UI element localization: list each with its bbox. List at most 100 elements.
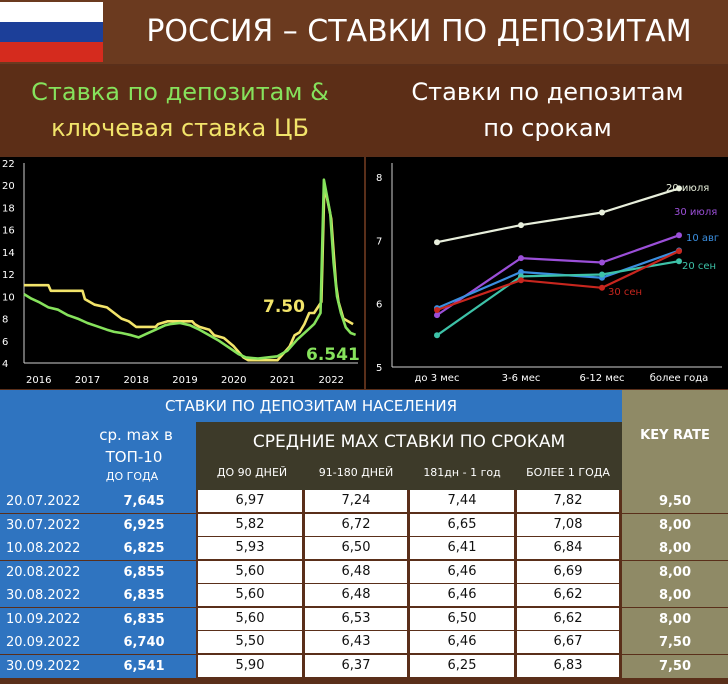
row-date: 30.07.2022 — [6, 517, 81, 533]
row-date-cell: 10.09.2022 6,835 — [0, 607, 196, 631]
key-rate-cell: 8,00 — [622, 513, 728, 537]
x-category-label: 3-6 мес — [502, 373, 541, 384]
annotation-key-rate: 7.50 — [263, 297, 305, 317]
y-tick-label: 20 — [2, 181, 15, 192]
row-date: 20.08.2022 — [6, 564, 81, 580]
series-point — [599, 259, 605, 266]
row-date-cell: 30.09.2022 6,541 — [0, 654, 196, 678]
series-point — [518, 277, 524, 284]
row-top10-max: 6,835 — [123, 588, 165, 603]
series-line-3 — [436, 260, 680, 337]
table-title: СТАВКИ ПО ДЕПОЗИТАМ НАСЕЛЕНИЯ — [0, 390, 622, 422]
rate-cell: 6,69 — [517, 560, 619, 583]
rate-cell: 7,08 — [517, 513, 619, 536]
table-row: 10.08.2022 6,825 5,93 6,50 6,41 6,84 8,00 — [0, 537, 728, 560]
series-point — [599, 271, 605, 278]
header-bar: РОССИЯ – СТАВКИ ПО ДЕПОЗИТАМ — [0, 0, 728, 64]
rate-cell: 6,72 — [305, 513, 407, 536]
y-tick-label: 12 — [2, 270, 15, 281]
x-tick-label: 2020 — [221, 375, 246, 386]
x-tick-label: 2018 — [124, 375, 149, 386]
rate-cell: 5,90 — [198, 654, 302, 677]
table-row: 10.09.2022 6,835 5,60 6,53 6,50 6,62 8,00 — [0, 607, 728, 631]
series-point — [518, 255, 524, 262]
row-date: 10.09.2022 — [6, 611, 81, 627]
x-tick-label: 2019 — [172, 375, 197, 386]
page-title: РОССИЯ – СТАВКИ ПО ДЕПОЗИТАМ — [146, 14, 692, 49]
key-rate-cell: 8,00 — [622, 607, 728, 631]
key-rate-cell: 8,00 — [622, 584, 728, 607]
rate-cell: 5,60 — [198, 584, 302, 606]
rate-cell: 6,83 — [517, 654, 619, 677]
rate-cell: 6,50 — [410, 607, 514, 630]
row-top10-max: 6,855 — [123, 564, 165, 580]
rate-cell: 6,37 — [305, 654, 407, 677]
top10-max-header: ср. max в ТОП-10 ДО ГОДА — [0, 422, 196, 490]
series-label: 30 июля — [674, 207, 717, 218]
series-point — [434, 312, 440, 319]
key-rate-cell: 9,50 — [622, 490, 728, 513]
table-row: 20.08.2022 6,855 5,60 6,48 6,46 6,69 8,00 — [0, 560, 728, 584]
rate-cell: 6,41 — [410, 537, 514, 559]
series-point — [518, 222, 524, 229]
x-category-label: 6-12 мес — [579, 373, 624, 384]
series-point — [599, 209, 605, 216]
rate-cell: 7,24 — [305, 490, 407, 512]
series-point — [599, 284, 605, 291]
y-tick-label: 4 — [2, 359, 8, 370]
series-label: 20 сен — [682, 261, 716, 272]
row-date-cell: 30.07.2022 6,925 — [0, 513, 196, 537]
row-date-cell: 20.09.2022 6,740 — [0, 631, 196, 654]
series-point — [434, 239, 440, 246]
row-date: 30.09.2022 — [6, 658, 81, 674]
series-point — [434, 332, 440, 339]
column-header: ДО 90 ДНЕЙ — [216, 466, 288, 479]
top10-header-line2: ТОП-10 — [105, 448, 163, 466]
rate-cell: 6,48 — [305, 584, 407, 606]
left-chart-heading-line1: Ставка по депозитам & — [31, 78, 329, 106]
row-top10-max: 6,925 — [123, 517, 165, 533]
row-top10-max: 6,541 — [123, 658, 165, 674]
y-tick-label: 7 — [376, 236, 382, 247]
key-rate-cell: 8,00 — [622, 560, 728, 584]
rate-cell: 6,46 — [410, 631, 514, 653]
row-date-cell: 30.08.2022 6,835 — [0, 584, 196, 607]
series-label: 10 авг — [686, 233, 719, 244]
rate-cell: 6,25 — [410, 654, 514, 677]
row-top10-max: 6,825 — [123, 541, 165, 556]
series-label: 30 сен — [608, 287, 642, 298]
right-chart-heading-line1: Ставки по депозитам — [411, 78, 684, 106]
series-point — [676, 232, 682, 239]
row-date: 10.08.2022 — [6, 541, 81, 556]
subheader: Ставка по депозитам & ключевая ставка ЦБ… — [0, 66, 728, 156]
rate-cell: 7,82 — [517, 490, 619, 512]
key-rate-header: KEY RATE — [622, 390, 728, 490]
key-rate-cell: 7,50 — [622, 654, 728, 678]
column-header: 91-180 ДНЕЙ — [318, 466, 394, 479]
row-date: 20.09.2022 — [6, 635, 81, 650]
series-point — [518, 269, 524, 275]
rate-cell: 6,67 — [517, 631, 619, 653]
row-top10-max: 6,740 — [123, 635, 165, 650]
row-top10-max: 6,835 — [123, 611, 165, 627]
deposit-rates-table: СТАВКИ ПО ДЕПОЗИТАМ НАСЕЛЕНИЯ KEY RATE с… — [0, 390, 728, 684]
y-tick-label: 22 — [2, 159, 15, 170]
key-rate-cell: 7,50 — [622, 631, 728, 654]
series-line-0 — [436, 187, 680, 244]
series-point — [676, 185, 682, 192]
row-date-cell: 20.07.2022 7,645 — [0, 490, 196, 513]
deposit-key-rate-chart: 4 6 8 10 12 14 16 18 20 22 2016 2017 2018 2019 2020 202… — [0, 157, 364, 389]
series-point — [676, 258, 682, 265]
y-tick-label: 8 — [2, 315, 8, 326]
rate-cell: 6,46 — [410, 584, 514, 606]
row-date: 30.08.2022 — [6, 588, 81, 603]
rate-cell: 5,60 — [198, 560, 302, 583]
table-row: 30.07.2022 6,925 5,82 6,72 6,65 7,08 8,00 — [0, 513, 728, 537]
rate-cell: 6,62 — [517, 584, 619, 606]
rate-cell: 6,48 — [305, 560, 407, 583]
y-tick-label: 6 — [2, 337, 8, 348]
y-tick-label: 16 — [2, 226, 15, 237]
average-max-rates-title: СРЕДНИЕ MAX СТАВКИ ПО СРОКАМ — [252, 432, 566, 452]
series-line-1 — [23, 178, 357, 360]
